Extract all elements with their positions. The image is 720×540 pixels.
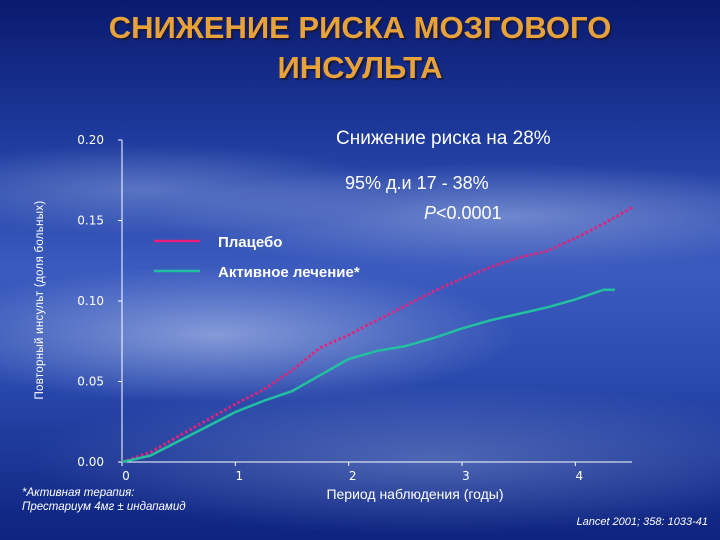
title-line-2: ИНСУЛЬТА [277, 50, 443, 85]
legend: Плацебо Активное лечение* [154, 234, 360, 281]
legend-label-placebo: Плацебо [218, 234, 282, 251]
x-tick-label: 4 [576, 469, 584, 483]
citation: Lancet 2001; 358: 1033-41 [576, 516, 708, 528]
p-value-annotation: P<0.0001 [424, 203, 502, 224]
series-lines [121, 206, 633, 464]
x-axis-label: Период наблюдения (годы) [326, 486, 504, 502]
y-ticks: 0.00 0.05 0.10 0.15 0.20 [77, 133, 122, 469]
slide-title: СНИЖЕНИЕ РИСКА МОЗГОВОГО ИНСУЛЬТА [0, 8, 720, 88]
y-tick-label: 0.20 [77, 133, 104, 147]
footnote-line-2: Престариум 4мг ± индапамид [22, 501, 186, 513]
confidence-interval-annotation: 95% д.и 17 - 38% [345, 173, 489, 193]
series-line-active [121, 288, 615, 464]
y-tick-label: 0.00 [77, 455, 104, 469]
x-tick-label: 0 [122, 469, 130, 483]
p-symbol: P [424, 203, 437, 223]
x-tick-label: 3 [462, 469, 470, 483]
risk-reduction-annotation: Снижение риска на 28% [336, 128, 551, 149]
y-axis-label: Повторный инсульт (доля больных) [34, 200, 46, 400]
x-tick-label: 2 [349, 469, 357, 483]
footnote-line-1: *Активная терапия: [22, 487, 135, 499]
y-tick-label: 0.05 [77, 375, 104, 389]
series-line-placebo [121, 206, 633, 464]
legend-label-active: Активное лечение* [218, 264, 360, 281]
x-ticks: 0 1 2 3 4 [121, 462, 584, 483]
p-value: <0.0001 [436, 203, 502, 223]
title-line-1: СНИЖЕНИЕ РИСКА МОЗГОВОГО [108, 10, 612, 45]
y-tick-label: 0.10 [77, 294, 104, 308]
y-tick-label: 0.15 [77, 214, 104, 228]
footnote: *Активная терапия: Престариум 4мг ± инда… [22, 486, 186, 514]
x-tick-label: 1 [236, 469, 244, 483]
